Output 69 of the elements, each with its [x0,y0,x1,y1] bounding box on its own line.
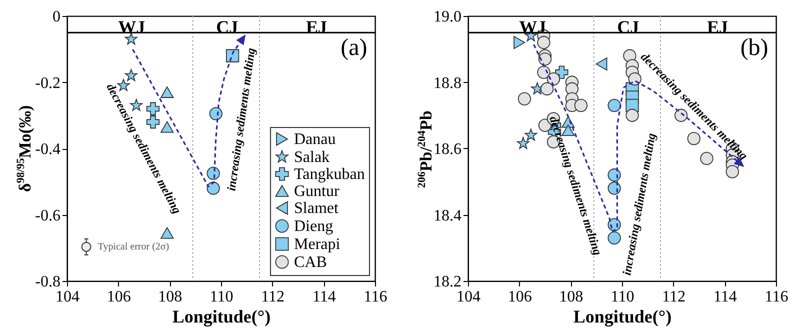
x-tick-label: 112 [261,288,285,306]
y-tick-label: 18.6 [434,141,462,158]
point [209,107,222,120]
point [626,108,639,122]
y-tick-label: -0.6 [35,207,60,224]
x-tick-label: 104 [56,288,80,306]
legend-label: Guntur [294,183,340,200]
x-tick-label: 108 [158,288,182,306]
point [226,49,240,62]
point [608,98,621,112]
y-tick-label: 18.4 [434,207,462,224]
legend-label: Tangkuban [294,166,365,183]
x-tick-label: 106 [508,288,532,306]
point [124,32,138,45]
annotation: increasing sediments melting [224,47,258,192]
y-tick-label: -0.4 [35,141,60,158]
x-tick-label: 114 [713,288,737,306]
point [518,92,532,106]
annotation: Typical error (2σ) [98,242,170,253]
x-tick-label: 112 [662,288,686,306]
legend-label: Dieng [294,218,334,235]
legend-label: Salak [294,149,330,166]
point [516,136,530,149]
x-tick-label: 116 [364,288,388,306]
x-tick-label: 114 [312,288,336,306]
point [206,182,220,195]
y-tick-label: -0.8 [35,274,60,290]
x-tick-label: 110 [210,288,234,306]
point [608,231,621,244]
x-tick-label: 108 [559,288,584,306]
point [160,121,174,133]
point [537,36,550,50]
point [540,82,554,96]
legend-label: Slamet [294,200,339,217]
x-axis-title: Longitude(°) [172,306,271,326]
legend-label: Merapi [294,236,341,253]
x-axis-title: Longitude(°) [573,306,672,326]
legend-label: Danau [294,131,336,148]
point [700,152,714,165]
annotation: (b) [740,34,768,61]
annotation: increasing sediments melting [620,132,658,276]
x-tick-label: 110 [610,288,634,306]
annotation: (a) [340,34,368,61]
point [146,115,160,129]
point [514,36,526,50]
point [160,227,174,239]
legend-label: CAB [294,254,327,271]
point [124,69,138,82]
point [555,66,568,79]
point [608,168,621,182]
point [538,52,552,66]
point [146,102,160,116]
point [596,57,608,71]
point [726,165,739,178]
point [524,128,538,141]
point [608,182,621,195]
point [628,72,642,86]
y-tick-label: 0 [52,8,60,26]
point [574,98,588,112]
x-tick-label: 116 [764,288,788,306]
y-tick-label: 18.2 [434,274,462,290]
x-tick-label: 106 [106,288,131,306]
y-tick-label: 19.0 [434,8,462,26]
point [687,132,700,146]
y-tick-label: -0.2 [35,74,60,92]
x-tick-label: 104 [456,288,480,306]
point [537,66,550,79]
point [160,86,174,98]
y-tick-label: 18.8 [434,74,462,92]
